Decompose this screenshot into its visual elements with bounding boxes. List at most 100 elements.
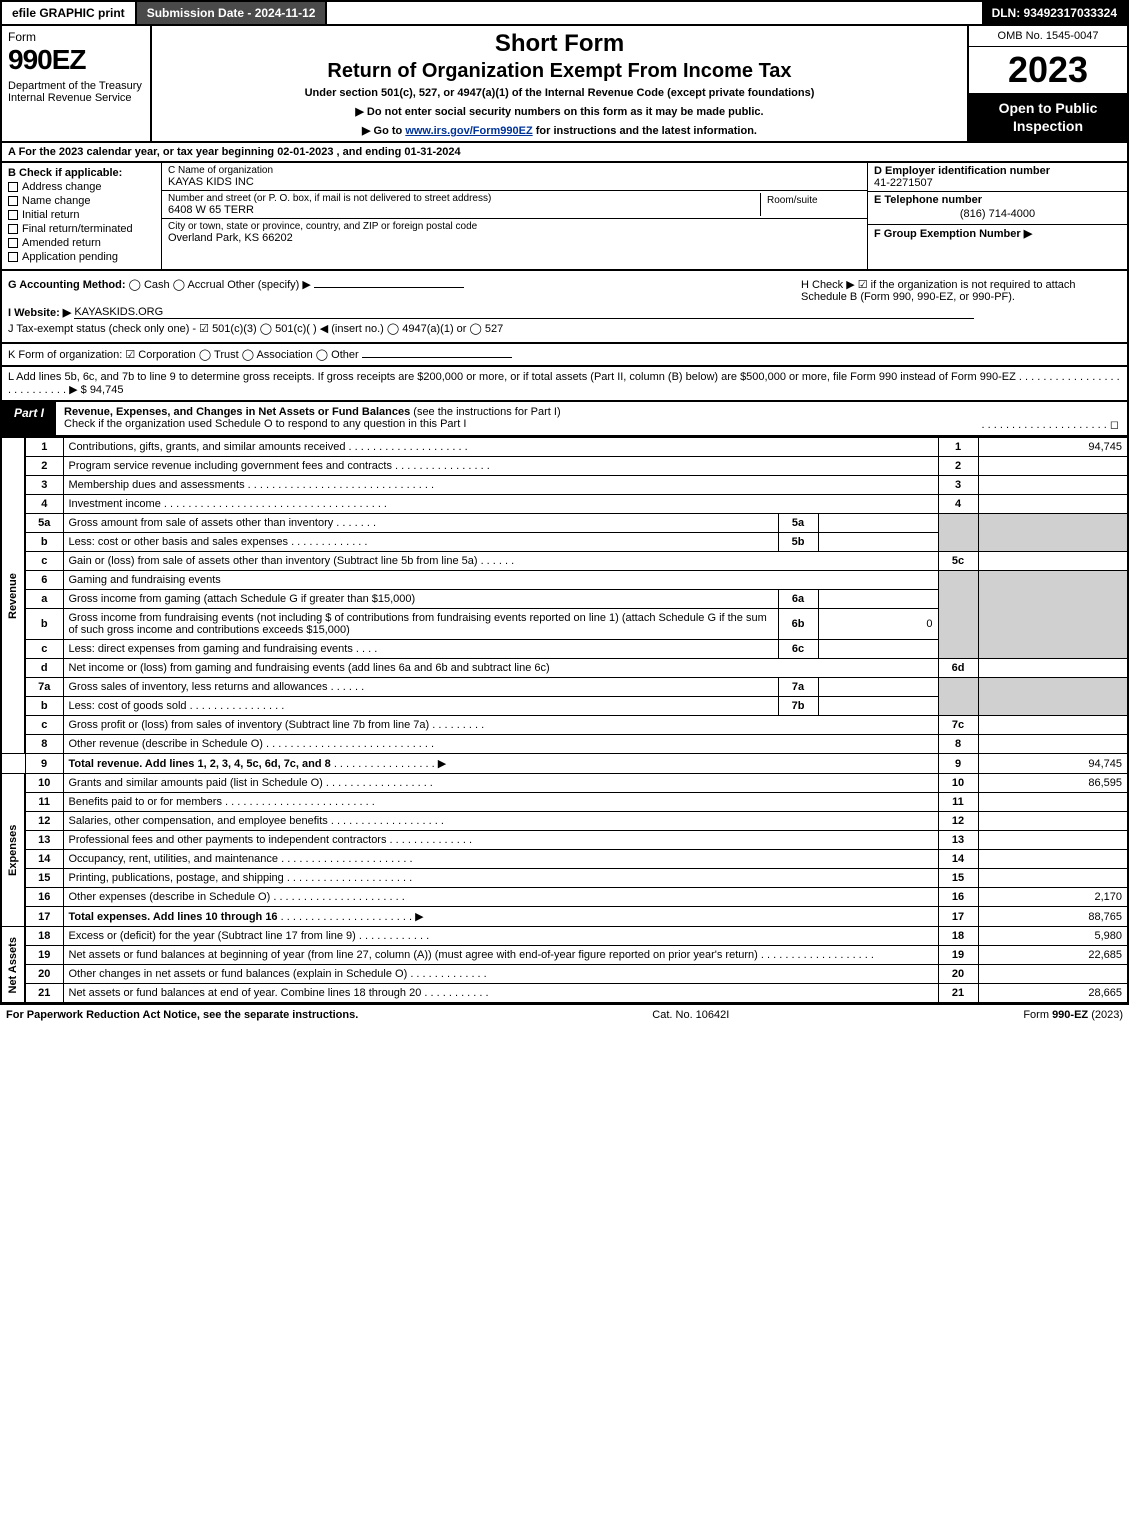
org-city: Overland Park, KS 66202 bbox=[168, 232, 861, 244]
chk-address-change[interactable]: Address change bbox=[8, 181, 155, 193]
ln-14-val bbox=[978, 850, 1128, 869]
k-label: K Form of organization: ☑ Corporation ◯ … bbox=[8, 349, 359, 361]
footer-mid: Cat. No. 10642I bbox=[652, 1009, 729, 1021]
ln-21-desc: Net assets or fund balances at end of ye… bbox=[63, 984, 938, 1004]
ln-8-desc: Other revenue (describe in Schedule O) .… bbox=[63, 735, 938, 754]
footer-right: Form 990-EZ (2023) bbox=[1023, 1009, 1123, 1021]
ln-7c-val bbox=[978, 716, 1128, 735]
ln-1-desc: Contributions, gifts, grants, and simila… bbox=[63, 438, 938, 457]
ln-11-val bbox=[978, 793, 1128, 812]
side-expenses: Expenses bbox=[1, 774, 25, 927]
ln-15-desc: Printing, publications, postage, and shi… bbox=[63, 869, 938, 888]
form-header: Form 990EZ Department of the Treasury In… bbox=[0, 26, 1129, 143]
chk-amended-return[interactable]: Amended return bbox=[8, 237, 155, 249]
ein: 41-2271507 bbox=[874, 177, 1121, 189]
col-b: B Check if applicable: Address change Na… bbox=[2, 163, 162, 269]
ln-7b-desc: Less: cost of goods sold . . . . . . . .… bbox=[63, 697, 778, 716]
c-name-label: C Name of organization bbox=[168, 165, 861, 176]
chk-name-change[interactable]: Name change bbox=[8, 195, 155, 207]
part-i-header: Part I Revenue, Expenses, and Changes in… bbox=[0, 402, 1129, 437]
part-i-title: Revenue, Expenses, and Changes in Net As… bbox=[56, 402, 1127, 435]
website[interactable]: KAYASKIDS.ORG bbox=[74, 306, 974, 319]
ln-6b-desc: Gross income from fundraising events (no… bbox=[63, 609, 778, 640]
ln-9-val: 94,745 bbox=[978, 754, 1128, 774]
g-opts: ◯ Cash ◯ Accrual Other (specify) ▶ bbox=[129, 279, 311, 291]
ln-19-desc: Net assets or fund balances at beginning… bbox=[63, 946, 938, 965]
ln-16-val: 2,170 bbox=[978, 888, 1128, 907]
title-short-form: Short Form bbox=[156, 30, 963, 58]
efile-label[interactable]: efile GRAPHIC print bbox=[2, 2, 135, 24]
tax-year: 2023 bbox=[969, 47, 1127, 93]
b-label: B Check if applicable: bbox=[8, 167, 155, 179]
ln-1-no: 1 bbox=[25, 438, 63, 457]
room-label: Room/suite bbox=[767, 195, 855, 206]
ln-7a-sub bbox=[818, 678, 938, 697]
ln-7b-sub bbox=[818, 697, 938, 716]
form-number: 990EZ bbox=[8, 44, 144, 76]
ln-6-desc: Gaming and fundraising events bbox=[63, 571, 938, 590]
l-text: L Add lines 5b, 6c, and 7b to line 9 to … bbox=[8, 371, 1016, 383]
subtitle: Under section 501(c), 527, or 4947(a)(1)… bbox=[156, 87, 963, 99]
dln: DLN: 93492317033324 bbox=[982, 2, 1127, 24]
chk-final-return[interactable]: Final return/terminated bbox=[8, 223, 155, 235]
ln-5c-desc: Gain or (loss) from sale of assets other… bbox=[63, 552, 938, 571]
f-label: F Group Exemption Number ▶ bbox=[874, 227, 1121, 240]
footer-left: For Paperwork Reduction Act Notice, see … bbox=[6, 1009, 358, 1021]
side-revenue: Revenue bbox=[1, 438, 25, 754]
section-bcdef: B Check if applicable: Address change Na… bbox=[0, 163, 1129, 271]
ln-19-val: 22,685 bbox=[978, 946, 1128, 965]
ln-2-val bbox=[978, 457, 1128, 476]
page-footer: For Paperwork Reduction Act Notice, see … bbox=[0, 1004, 1129, 1025]
dept-treasury: Department of the Treasury Internal Reve… bbox=[8, 80, 144, 104]
omb-no: OMB No. 1545-0047 bbox=[969, 26, 1127, 47]
e-label: E Telephone number bbox=[874, 194, 1121, 206]
ln-6c-desc: Less: direct expenses from gaming and fu… bbox=[63, 640, 778, 659]
c-street-label: Number and street (or P. O. box, if mail… bbox=[168, 193, 760, 204]
submission-date: Submission Date - 2024-11-12 bbox=[135, 2, 328, 24]
ln-7c-desc: Gross profit or (loss) from sales of inv… bbox=[63, 716, 938, 735]
ln-21-val: 28,665 bbox=[978, 984, 1128, 1004]
ln-12-desc: Salaries, other compensation, and employ… bbox=[63, 812, 938, 831]
ln-6d-desc: Net income or (loss) from gaming and fun… bbox=[63, 659, 938, 678]
ln-2-desc: Program service revenue including govern… bbox=[63, 457, 938, 476]
chk-application-pending[interactable]: Application pending bbox=[8, 251, 155, 263]
top-bar: efile GRAPHIC print Submission Date - 20… bbox=[0, 0, 1129, 26]
h-text: H Check ▶ ☑ if the organization is not r… bbox=[801, 278, 1121, 303]
chk-initial-return[interactable]: Initial return bbox=[8, 209, 155, 221]
d-label: D Employer identification number bbox=[874, 165, 1121, 177]
ln-6a-sub bbox=[818, 590, 938, 609]
title-return: Return of Organization Exempt From Incom… bbox=[156, 60, 963, 83]
ln-12-val bbox=[978, 812, 1128, 831]
side-net-assets: Net Assets bbox=[1, 927, 25, 1004]
part-i-table: Revenue 1 Contributions, gifts, grants, … bbox=[0, 437, 1129, 1004]
ln-5a-sub bbox=[818, 514, 938, 533]
i-label: I Website: ▶ bbox=[8, 306, 71, 319]
g-other-input[interactable] bbox=[314, 287, 464, 288]
ln-17-val: 88,765 bbox=[978, 907, 1128, 927]
section-k: K Form of organization: ☑ Corporation ◯ … bbox=[0, 344, 1129, 367]
section-ghij: G Accounting Method: ◯ Cash ◯ Accrual Ot… bbox=[0, 271, 1129, 344]
instr-goto: ▶ Go to www.irs.gov/Form990EZ for instru… bbox=[156, 124, 963, 137]
ln-7a-desc: Gross sales of inventory, less returns a… bbox=[63, 678, 778, 697]
ln-18-desc: Excess or (deficit) for the year (Subtra… bbox=[63, 927, 938, 946]
ln-13-desc: Professional fees and other payments to … bbox=[63, 831, 938, 850]
ln-3-desc: Membership dues and assessments . . . . … bbox=[63, 476, 938, 495]
ln-6c-sub bbox=[818, 640, 938, 659]
irs-link[interactable]: www.irs.gov/Form990EZ bbox=[405, 125, 532, 137]
ln-14-desc: Occupancy, rent, utilities, and maintena… bbox=[63, 850, 938, 869]
ln-8-val bbox=[978, 735, 1128, 754]
line-a: A For the 2023 calendar year, or tax yea… bbox=[0, 143, 1129, 163]
ln-16-desc: Other expenses (describe in Schedule O) … bbox=[63, 888, 938, 907]
k-other-input[interactable] bbox=[362, 357, 512, 358]
ln-6a-desc: Gross income from gaming (attach Schedul… bbox=[63, 590, 778, 609]
ln-5c-val bbox=[978, 552, 1128, 571]
section-l: L Add lines 5b, 6c, and 7b to line 9 to … bbox=[0, 367, 1129, 402]
ln-4-val bbox=[978, 495, 1128, 514]
ln-11-desc: Benefits paid to or for members . . . . … bbox=[63, 793, 938, 812]
org-street: 6408 W 65 TERR bbox=[168, 204, 760, 216]
ln-13-val bbox=[978, 831, 1128, 850]
telephone: (816) 714-4000 bbox=[874, 206, 1121, 222]
g-label: G Accounting Method: bbox=[8, 279, 126, 291]
j-label: J Tax-exempt status (check only one) - ☑… bbox=[8, 322, 503, 335]
c-city-label: City or town, state or province, country… bbox=[168, 221, 861, 232]
